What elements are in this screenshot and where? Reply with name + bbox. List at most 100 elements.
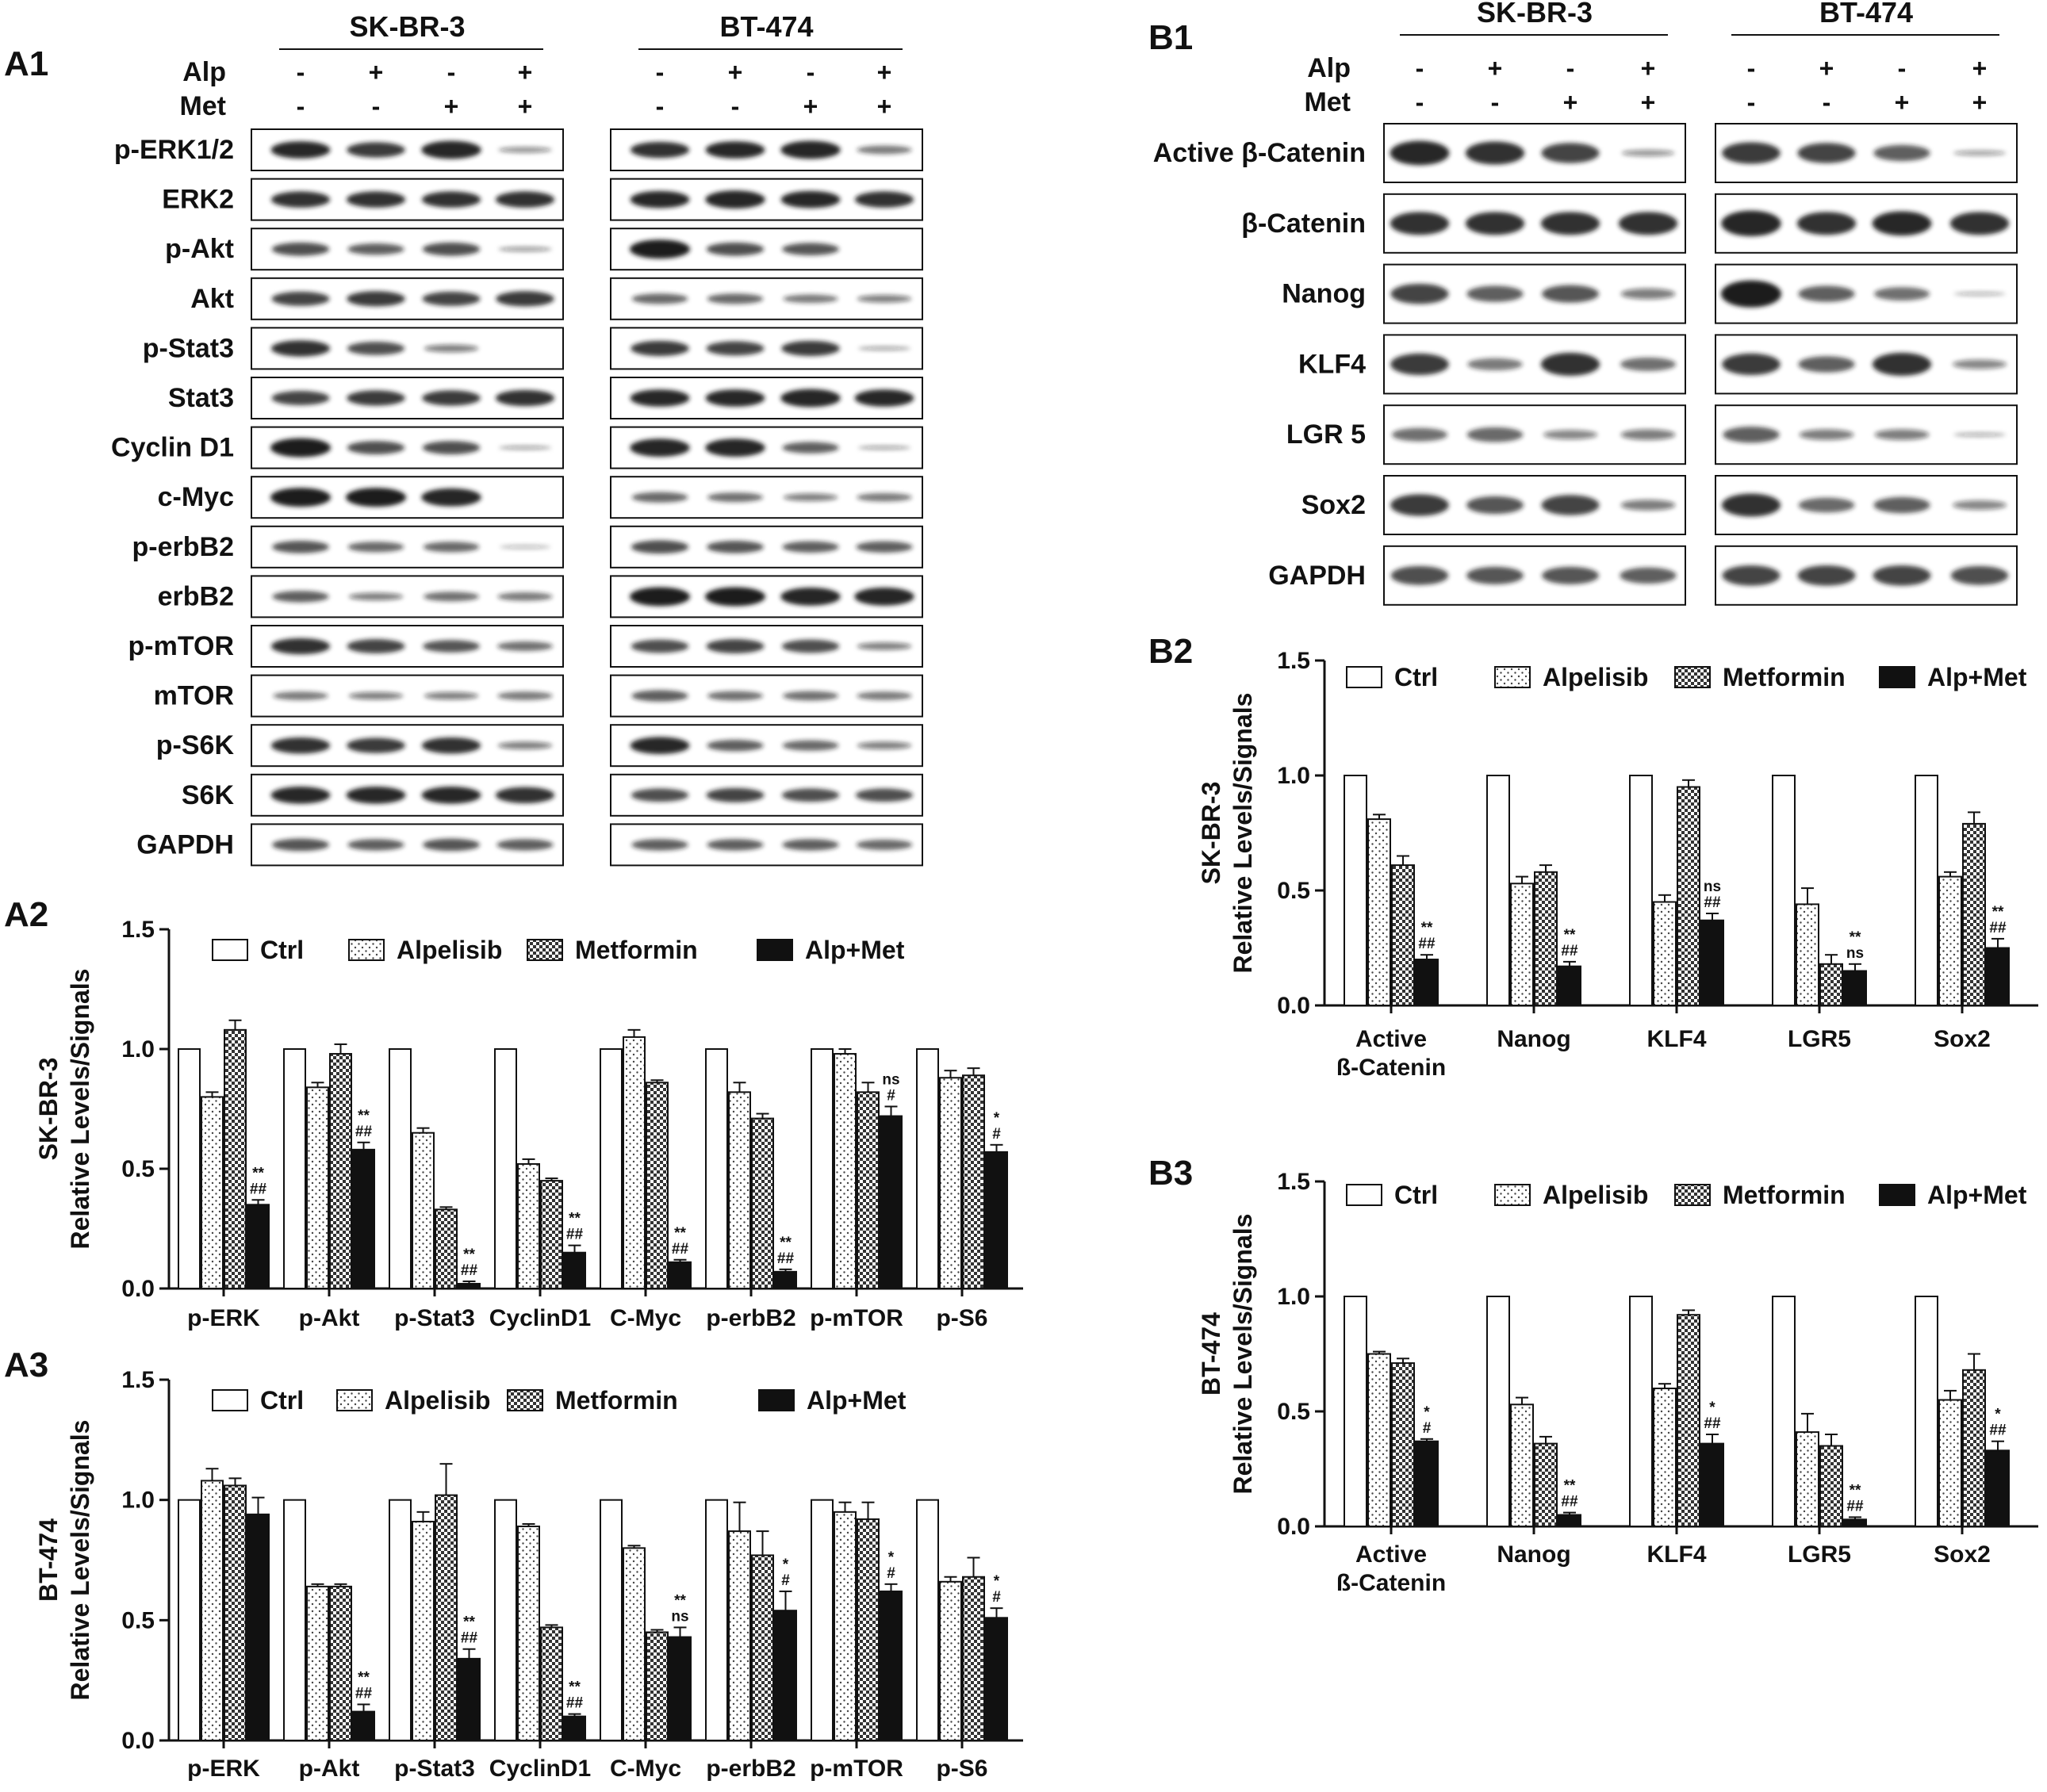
protein-band [1541, 143, 1600, 163]
bar [517, 1526, 540, 1741]
bar [1629, 1296, 1653, 1527]
significance-mark: ** [780, 1235, 792, 1251]
protein-band [1620, 567, 1677, 584]
y-tick-label: 0.5 [121, 1156, 155, 1182]
bar [669, 1261, 692, 1290]
x-tick-label: CyclinD1 [489, 1305, 591, 1331]
significance-mark: ** [1992, 904, 2004, 921]
protein-band [271, 391, 330, 405]
x-tick-label: p-erbB2 [706, 1305, 795, 1331]
significance-mark: ## [1704, 894, 1721, 911]
bar [412, 1520, 435, 1741]
bar [1986, 1449, 2010, 1528]
bar [1938, 1399, 1962, 1527]
bar [1938, 875, 1962, 1006]
bar [1986, 947, 2010, 1006]
bar [329, 1585, 352, 1742]
bar [880, 1115, 903, 1290]
x-tick-label: KLF4 [1647, 1026, 1707, 1052]
bar [1915, 775, 1938, 1006]
treatment-sign: + [1488, 54, 1503, 82]
significance-mark: ns [1704, 879, 1721, 895]
protein-band [1952, 359, 2007, 370]
protein-band [782, 839, 839, 851]
protein-band [423, 640, 480, 653]
cell-line-header: BT-474 [719, 10, 813, 43]
significance-mark: ** [674, 1592, 686, 1609]
significance-mark: ** [463, 1246, 475, 1263]
y-axis-row-label: BT-474 [34, 1518, 63, 1602]
bar [1415, 959, 1439, 1006]
treatment-sign: + [369, 58, 384, 86]
protein-label: p-Akt [165, 234, 234, 264]
y-tick-label: 1.5 [121, 917, 155, 943]
protein-band [782, 243, 839, 255]
protein-band [707, 691, 763, 701]
legend-swatch [1879, 666, 1915, 688]
significance-mark: * [1424, 1404, 1430, 1421]
protein-band [499, 545, 551, 549]
protein-label: Sox2 [1301, 490, 1366, 520]
bar [1558, 965, 1581, 1006]
significance-mark: ## [1561, 943, 1578, 959]
treatment-sign: - [1491, 88, 1500, 117]
protein-band [421, 737, 481, 754]
y-tick-label: 0.0 [121, 1276, 155, 1302]
x-tick-label: Nanog [1497, 1541, 1570, 1568]
significance-mark: ** [358, 1108, 370, 1124]
significance-mark: ## [777, 1250, 795, 1267]
bar [811, 1048, 834, 1289]
protein-band [857, 492, 912, 502]
bar [1796, 1431, 1819, 1527]
x-tick-label: C-Myc [610, 1305, 681, 1331]
protein-band [422, 390, 481, 406]
protein-band [1390, 353, 1449, 376]
protein-band [705, 389, 765, 407]
significance-mark: # [992, 1126, 1001, 1143]
bar [1510, 1403, 1534, 1528]
bar [1843, 1518, 1867, 1528]
protein-band [424, 592, 479, 602]
protein-band [347, 243, 404, 255]
protein-band [270, 438, 331, 458]
protein-band [706, 341, 765, 356]
bar [600, 1499, 623, 1741]
protein-band [347, 737, 405, 753]
protein-band [1467, 358, 1523, 371]
bar [306, 1585, 329, 1742]
legend-label: Alpelisib [397, 936, 502, 964]
bar [1534, 1442, 1558, 1527]
protein-band [1722, 565, 1781, 586]
legend-label: Alp+Met [1927, 1181, 2027, 1209]
protein-band [707, 293, 764, 304]
bar [962, 1576, 985, 1741]
western-blot-layer: A1 SK-BR-3 BT-474 Alp - + - + - + - + Met - - + + - - + + p-E… [4, 0, 2018, 867]
protein-band [270, 638, 331, 655]
protein-label: erbB2 [158, 581, 234, 611]
protein-band [854, 191, 914, 208]
protein-band [273, 691, 328, 700]
y-axis-label: Relative Levels/Signals [66, 969, 94, 1250]
treatment-sign: + [803, 92, 818, 121]
protein-band [348, 592, 404, 601]
protein-band [495, 389, 555, 407]
protein-label: mTOR [154, 681, 234, 711]
protein-band [1620, 288, 1676, 300]
bar [646, 1082, 669, 1290]
protein-band [1620, 500, 1676, 511]
significance-mark: * [994, 1573, 1000, 1590]
protein-band [630, 239, 690, 259]
bar [412, 1131, 435, 1289]
protein-band [857, 145, 912, 155]
bar [306, 1086, 329, 1289]
bar [517, 1162, 540, 1289]
legend-label: Ctrl [260, 936, 304, 964]
protein-band [631, 293, 688, 304]
chart-A3: A3 BT-474 Relative Levels/Signals 0.0 0.5 1.0… [4, 1346, 1023, 1782]
protein-band [498, 147, 552, 153]
protein-band [1722, 353, 1781, 376]
protein-band [497, 592, 553, 601]
protein-band [781, 639, 840, 653]
bar [939, 1077, 962, 1289]
